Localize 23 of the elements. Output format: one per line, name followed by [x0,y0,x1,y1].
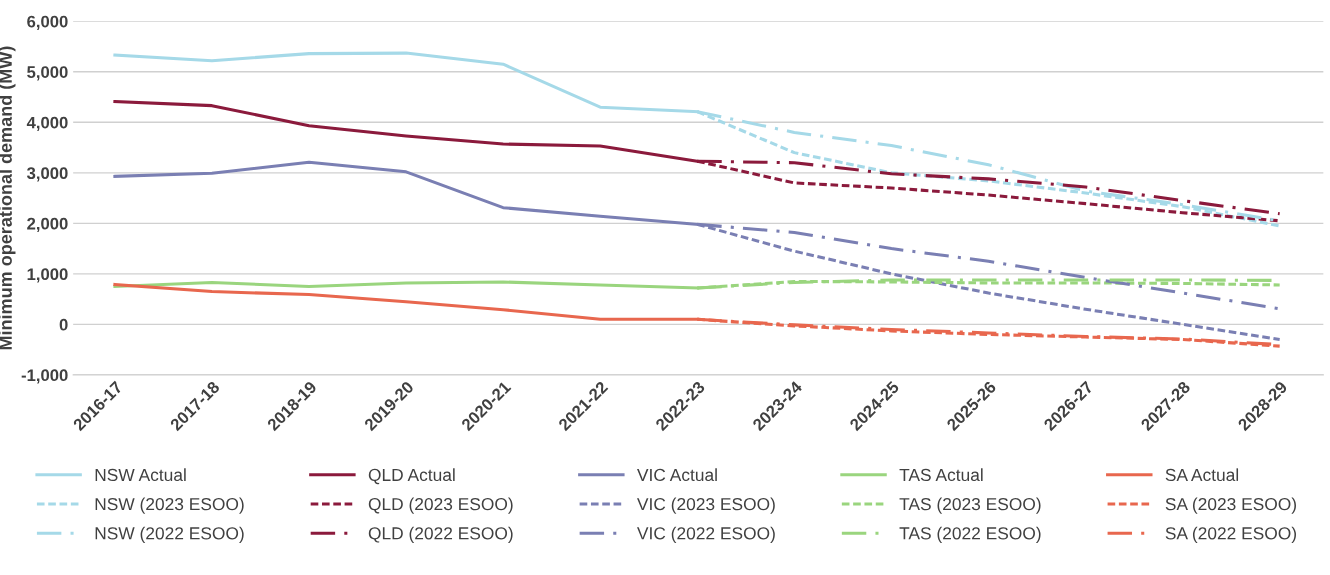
legend-label: QLD Actual [368,468,455,485]
legend-label: VIC (2022 ESOO) [637,526,775,543]
legend-label: NSW Actual [95,468,186,482]
legend-label: VIC Actual [637,468,717,482]
y-tick-label: 0 [59,318,68,331]
legend-label: SA (2022 ESOO) [1165,526,1296,543]
legend-label: QLD (2023 ESOO) [368,497,513,514]
y-tick-label: 6,000 [27,15,68,30]
y-tick-label: 2,000 [27,217,68,232]
legend-label: NSW (2022 ESOO) [95,526,244,543]
y-tick-label: -1,000 [21,369,68,384]
legend-label: TAS Actual [899,468,983,482]
legend-label: QLD (2022 ESOO) [368,526,513,543]
y-tick-label: 5,000 [27,66,68,81]
y-tick-label: 3,000 [26,167,68,182]
y-tick-label: 1,000 [27,268,68,283]
legend-label: TAS (2023 ESOO) [899,497,1041,514]
y-tick-label: 4,000 [26,116,68,131]
legend-label: TAS (2022 ESOO) [899,526,1041,543]
legend-label: NSW (2023 ESOO) [95,497,244,514]
legend-label: VIC (2023 ESOO) [637,497,775,514]
legend-label: SA Actual [1165,468,1239,482]
legend-label: SA (2023 ESOO) [1165,497,1296,514]
